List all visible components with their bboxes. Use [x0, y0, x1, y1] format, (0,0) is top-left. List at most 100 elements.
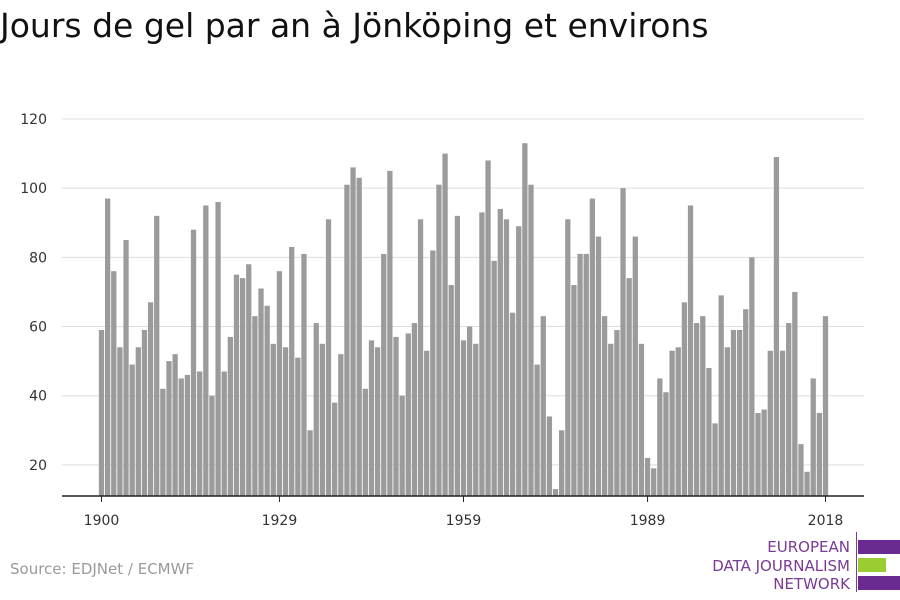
bar [442, 153, 448, 496]
bar [798, 444, 804, 496]
y-tick-label: 60 [29, 320, 47, 336]
bar [203, 205, 209, 496]
bar [601, 316, 608, 496]
bar [473, 343, 479, 496]
bar [178, 378, 184, 496]
bar [160, 388, 166, 496]
bar [338, 354, 344, 496]
bar [552, 489, 559, 496]
bar [264, 305, 270, 496]
y-tick-label: 100 [20, 181, 47, 197]
edjnet-logo: EUROPEAN DATA JOURNALISM NETWORK [700, 530, 900, 594]
bar [712, 423, 718, 496]
bar [405, 333, 411, 496]
bar [595, 236, 602, 497]
bar [129, 364, 135, 496]
bar [583, 253, 589, 496]
bar [522, 143, 528, 497]
bar [632, 236, 638, 497]
x-tick-label: 2018 [808, 513, 844, 529]
y-tick-label: 40 [29, 389, 47, 405]
bar [724, 347, 730, 496]
bar [540, 316, 546, 496]
bar [350, 167, 356, 497]
bar [417, 219, 424, 497]
bar [399, 395, 405, 496]
bar [98, 329, 105, 496]
bar [620, 188, 626, 496]
bar [374, 347, 381, 496]
bar [111, 271, 117, 496]
bar [270, 343, 276, 496]
bar [135, 347, 141, 496]
bar [779, 350, 786, 496]
bar [215, 202, 221, 497]
bar [184, 374, 191, 496]
bar [749, 257, 755, 496]
bar [736, 329, 743, 496]
logo-bar-green [858, 558, 886, 572]
logo-line-2: DATA JOURNALISM [712, 557, 850, 575]
bar [503, 219, 510, 497]
bar [239, 278, 246, 496]
bar [644, 457, 651, 496]
bar [700, 316, 706, 496]
y-tick-label: 20 [29, 458, 47, 474]
bar [197, 371, 203, 496]
bar [485, 160, 491, 497]
bar [295, 357, 301, 496]
bar [381, 253, 387, 496]
bar [577, 253, 583, 496]
bar [117, 347, 123, 496]
bar [411, 323, 418, 496]
bar [608, 343, 614, 496]
logo-divider [856, 532, 857, 592]
bar [497, 208, 503, 496]
bar [773, 157, 780, 496]
bar [804, 471, 810, 496]
bar [325, 219, 332, 497]
bar [822, 316, 829, 496]
bar [559, 430, 565, 496]
bar [319, 343, 326, 496]
bar [786, 323, 792, 496]
bar [589, 198, 595, 496]
source-note: Source: EDJNet / ECMWF [10, 560, 195, 578]
bar [454, 215, 461, 496]
bar [516, 226, 522, 496]
bar [792, 291, 798, 496]
x-tick-label: 1959 [446, 513, 482, 529]
bar [718, 295, 724, 496]
bar [362, 388, 368, 496]
bar [743, 309, 749, 496]
bar [706, 368, 712, 496]
bar [571, 285, 577, 496]
y-tick-label: 120 [20, 112, 47, 128]
bar [479, 212, 485, 496]
bar [332, 402, 338, 496]
bar [313, 323, 319, 496]
bar [166, 361, 172, 496]
bar [233, 274, 240, 496]
bars [98, 143, 829, 497]
bar [651, 468, 657, 496]
bar [534, 364, 540, 496]
logo-bar-purple-bottom [858, 576, 900, 590]
bar [227, 336, 233, 496]
bar [761, 409, 767, 496]
logo-line-1: EUROPEAN [767, 538, 850, 556]
bar [657, 378, 663, 496]
bar [638, 343, 645, 496]
logo-line-3: NETWORK [773, 575, 850, 593]
bar [614, 329, 620, 496]
bar [694, 323, 700, 496]
bar [368, 340, 375, 496]
bar [663, 392, 669, 496]
bar [123, 240, 129, 496]
bar [681, 302, 688, 496]
x-tick-label: 1989 [630, 513, 666, 529]
y-tick-label: 80 [29, 250, 47, 266]
bar [466, 326, 473, 496]
bar [147, 302, 154, 496]
bar [387, 170, 393, 496]
